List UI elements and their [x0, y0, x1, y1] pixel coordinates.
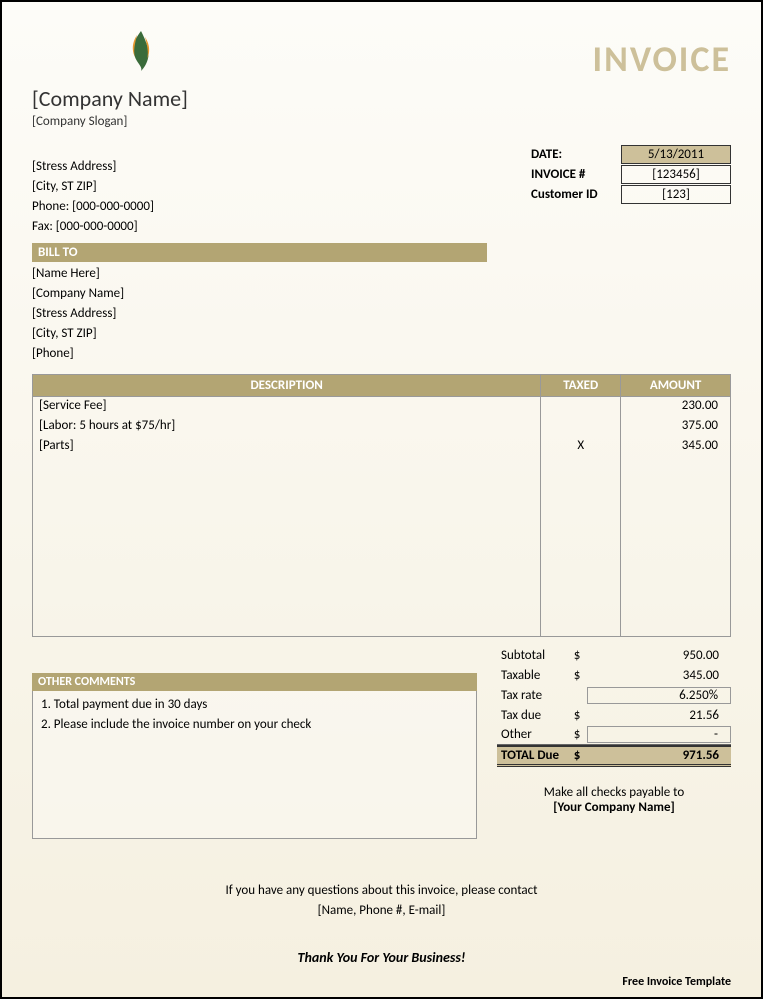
totals-row: Other $ -	[497, 725, 731, 745]
table-row	[33, 457, 731, 477]
comments-box: OTHER COMMENTS 1. Total payment due in 3…	[32, 673, 477, 839]
total-due-value: 971.56	[587, 748, 731, 763]
table-row	[33, 497, 731, 517]
bill-to-phone: [Phone]	[32, 344, 731, 364]
totals-currency: $	[567, 648, 587, 663]
table-row	[33, 557, 731, 577]
table-row: [Parts] X 345.00	[33, 437, 731, 457]
comments-body: 1. Total payment due in 30 days2. Please…	[32, 691, 477, 839]
table-row	[33, 537, 731, 557]
bill-to-city: [City, ST ZIP]	[32, 324, 731, 344]
table-row	[33, 597, 731, 617]
footer-contact-line2: [Name, Phone #, E-mail]	[32, 901, 731, 921]
bill-to-address: [Stress Address]	[32, 304, 731, 324]
invoice-page: [Company Name] [Company Slogan] INVOICE …	[0, 0, 763, 999]
comment-line: 1. Total payment due in 30 days	[41, 695, 468, 715]
table-row: [Service Fee] 230.00	[33, 397, 731, 417]
cell-amount: 345.00	[621, 437, 731, 457]
col-amount: AMOUNT	[621, 375, 731, 397]
cell-amount: 230.00	[621, 397, 731, 417]
totals-value: 6.250%	[587, 687, 731, 704]
payable-line2: [Your Company Name]	[497, 800, 731, 815]
meta-block: DATE: 5/13/2011 INVOICE # [123456] Custo…	[531, 144, 731, 204]
cell-description: [Parts]	[33, 437, 541, 457]
bill-to-name: [Name Here]	[32, 264, 731, 284]
totals-row: Tax due $ 21.56	[497, 705, 731, 725]
logo-block	[117, 27, 188, 80]
cell-taxed	[541, 417, 621, 437]
meta-date-value: 5/13/2011	[621, 145, 731, 164]
totals-row: Subtotal $ 950.00	[497, 645, 731, 665]
table-row	[33, 617, 731, 637]
bill-to-block: [Name Here] [Company Name] [Stress Addre…	[32, 264, 731, 364]
bill-to-company: [Company Name]	[32, 284, 731, 304]
totals-label: Subtotal	[497, 648, 567, 663]
company-block: [Company Name] [Company Slogan]	[32, 27, 188, 129]
totals-label: Tax rate	[497, 688, 567, 703]
meta-customer-row: Customer ID [123]	[531, 184, 731, 204]
cell-description: [Service Fee]	[33, 397, 541, 417]
payable-line1: Make all checks payable to	[497, 785, 731, 800]
col-taxed: TAXED	[541, 375, 621, 397]
meta-customer-label: Customer ID	[531, 187, 621, 202]
invoice-title: INVOICE	[593, 37, 731, 81]
total-due-label: TOTAL Due	[497, 748, 567, 763]
total-due-currency: $	[567, 748, 587, 763]
totals-currency: $	[567, 668, 587, 683]
comments-title: OTHER COMMENTS	[32, 673, 477, 691]
totals-label: Other	[497, 727, 567, 742]
totals-label: Taxable	[497, 668, 567, 683]
cell-amount: 375.00	[621, 417, 731, 437]
totals-block: Subtotal $ 950.00Taxable $ 345.00Tax rat…	[497, 645, 731, 839]
table-row	[33, 577, 731, 597]
table-row: [Labor: 5 hours at $75/hr] 375.00	[33, 417, 731, 437]
table-row	[33, 517, 731, 537]
cell-taxed: X	[541, 437, 621, 457]
meta-date-row: DATE: 5/13/2011	[531, 144, 731, 164]
meta-date-label: DATE:	[531, 147, 621, 162]
col-description: DESCRIPTION	[33, 375, 541, 397]
totals-row: Tax rate 6.250%	[497, 685, 731, 705]
bill-to-bar: BILL TO	[32, 243, 487, 262]
totals-value: -	[587, 726, 731, 743]
cell-taxed	[541, 397, 621, 417]
cell-description: [Labor: 5 hours at $75/hr]	[33, 417, 541, 437]
bottom-section: OTHER COMMENTS 1. Total payment due in 3…	[32, 645, 731, 839]
footer-contact: If you have any questions about this inv…	[32, 881, 731, 921]
thank-you: Thank You For Your Business!	[32, 949, 731, 966]
from-fax: Fax: [000-000-0000]	[32, 217, 731, 237]
meta-invoice-row: INVOICE # [123456]	[531, 164, 731, 184]
total-due-row: TOTAL Due $ 971.56	[497, 745, 731, 767]
comment-line: 2. Please include the invoice number on …	[41, 715, 468, 735]
company-logo-icon	[117, 27, 165, 75]
template-credit: Free Invoice Template	[622, 975, 731, 989]
company-name: [Company Name]	[32, 85, 188, 112]
header-row: [Company Name] [Company Slogan] INVOICE	[32, 27, 731, 129]
meta-invoice-value: [123456]	[621, 165, 731, 184]
totals-currency: $	[567, 727, 587, 742]
company-slogan: [Company Slogan]	[32, 114, 188, 129]
totals-row: Taxable $ 345.00	[497, 665, 731, 685]
meta-customer-value: [123]	[621, 185, 731, 204]
payable-block: Make all checks payable to [Your Company…	[497, 785, 731, 815]
totals-value: 21.56	[587, 708, 731, 723]
footer-contact-line1: If you have any questions about this inv…	[32, 881, 731, 901]
table-row	[33, 477, 731, 497]
meta-invoice-label: INVOICE #	[531, 167, 621, 182]
items-table: DESCRIPTION TAXED AMOUNT [Service Fee] 2…	[32, 374, 731, 637]
totals-value: 950.00	[587, 648, 731, 663]
totals-label: Tax due	[497, 708, 567, 723]
totals-value: 345.00	[587, 668, 731, 683]
totals-currency: $	[567, 708, 587, 723]
